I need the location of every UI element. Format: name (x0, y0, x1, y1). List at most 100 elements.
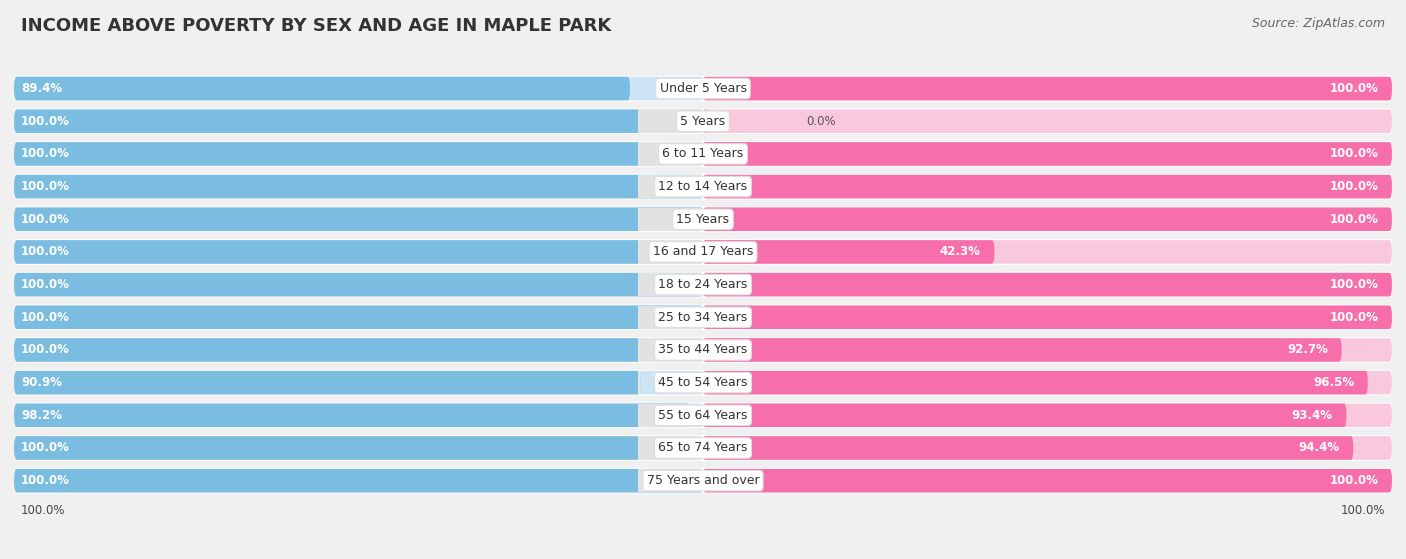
FancyBboxPatch shape (14, 207, 703, 231)
FancyBboxPatch shape (14, 371, 703, 395)
Bar (696, 110, 703, 133)
FancyBboxPatch shape (14, 175, 703, 198)
Text: 35 to 44 Years: 35 to 44 Years (658, 343, 748, 357)
Text: 90.9%: 90.9% (21, 376, 62, 389)
FancyBboxPatch shape (14, 142, 1392, 165)
Text: 100.0%: 100.0% (21, 442, 70, 454)
FancyBboxPatch shape (14, 110, 703, 133)
Bar (637, 273, 703, 296)
FancyBboxPatch shape (703, 175, 1392, 198)
Bar (703, 207, 710, 231)
Text: 98.2%: 98.2% (21, 409, 62, 422)
FancyBboxPatch shape (14, 436, 703, 459)
FancyBboxPatch shape (14, 436, 703, 459)
FancyBboxPatch shape (703, 338, 1392, 362)
Bar (696, 207, 703, 231)
FancyBboxPatch shape (14, 175, 703, 198)
Text: 100.0%: 100.0% (21, 474, 70, 487)
FancyBboxPatch shape (703, 469, 1392, 492)
Bar (696, 371, 703, 395)
FancyBboxPatch shape (14, 469, 1392, 492)
Text: INCOME ABOVE POVERTY BY SEX AND AGE IN MAPLE PARK: INCOME ABOVE POVERTY BY SEX AND AGE IN M… (21, 17, 612, 35)
Bar (703, 306, 710, 329)
Text: 25 to 34 Years: 25 to 34 Years (658, 311, 748, 324)
Bar (696, 436, 703, 459)
Bar (696, 469, 703, 492)
FancyBboxPatch shape (14, 77, 703, 100)
FancyBboxPatch shape (703, 77, 1392, 100)
FancyBboxPatch shape (14, 273, 703, 296)
Text: 100.0%: 100.0% (21, 504, 66, 517)
FancyBboxPatch shape (703, 142, 1392, 165)
Text: 100.0%: 100.0% (21, 278, 70, 291)
Text: 100.0%: 100.0% (1329, 180, 1378, 193)
FancyBboxPatch shape (14, 142, 703, 165)
FancyBboxPatch shape (703, 240, 994, 264)
Text: 16 and 17 Years: 16 and 17 Years (652, 245, 754, 258)
Bar (696, 273, 703, 296)
FancyBboxPatch shape (703, 371, 1368, 395)
Text: 5 Years: 5 Years (681, 115, 725, 128)
Text: 100.0%: 100.0% (1340, 504, 1385, 517)
Bar (637, 436, 703, 459)
FancyBboxPatch shape (703, 142, 1392, 165)
Bar (637, 404, 690, 427)
Bar (696, 273, 703, 296)
FancyBboxPatch shape (14, 404, 703, 427)
FancyBboxPatch shape (14, 306, 703, 329)
Bar (703, 404, 710, 427)
Bar (637, 306, 703, 329)
FancyBboxPatch shape (14, 110, 1392, 133)
Text: 100.0%: 100.0% (21, 180, 70, 193)
FancyBboxPatch shape (14, 371, 640, 395)
FancyBboxPatch shape (14, 207, 703, 231)
FancyBboxPatch shape (703, 404, 1392, 427)
FancyBboxPatch shape (703, 469, 1392, 492)
Bar (637, 240, 703, 264)
Text: 89.4%: 89.4% (21, 82, 62, 95)
Text: 100.0%: 100.0% (21, 311, 70, 324)
Bar (703, 240, 710, 264)
FancyBboxPatch shape (703, 240, 1392, 264)
Bar (696, 240, 703, 264)
Bar (703, 338, 710, 362)
FancyBboxPatch shape (14, 436, 1392, 459)
Text: 92.7%: 92.7% (1286, 343, 1327, 357)
Bar (696, 142, 703, 165)
FancyBboxPatch shape (14, 371, 1392, 395)
Bar (696, 110, 703, 133)
FancyBboxPatch shape (14, 273, 1392, 296)
FancyBboxPatch shape (14, 404, 690, 427)
FancyBboxPatch shape (14, 273, 703, 296)
Text: 6 to 11 Years: 6 to 11 Years (662, 148, 744, 160)
Text: 100.0%: 100.0% (21, 213, 70, 226)
Bar (696, 338, 703, 362)
Bar (696, 207, 703, 231)
Text: 100.0%: 100.0% (1329, 311, 1378, 324)
Text: 100.0%: 100.0% (21, 115, 70, 128)
FancyBboxPatch shape (703, 338, 1341, 362)
FancyBboxPatch shape (703, 306, 1392, 329)
Text: Source: ZipAtlas.com: Source: ZipAtlas.com (1251, 17, 1385, 30)
Text: 100.0%: 100.0% (1329, 148, 1378, 160)
FancyBboxPatch shape (14, 240, 703, 264)
Bar (637, 110, 703, 133)
Text: 100.0%: 100.0% (1329, 474, 1378, 487)
Text: 55 to 64 Years: 55 to 64 Years (658, 409, 748, 422)
FancyBboxPatch shape (14, 207, 1392, 231)
FancyBboxPatch shape (703, 175, 1392, 198)
Text: 18 to 24 Years: 18 to 24 Years (658, 278, 748, 291)
FancyBboxPatch shape (14, 404, 1392, 427)
Bar (637, 175, 703, 198)
FancyBboxPatch shape (703, 404, 1347, 427)
FancyBboxPatch shape (14, 338, 1392, 362)
Bar (696, 306, 703, 329)
Text: 42.3%: 42.3% (939, 245, 980, 258)
Text: 75 Years and over: 75 Years and over (647, 474, 759, 487)
Text: 100.0%: 100.0% (21, 148, 70, 160)
Bar (703, 371, 710, 395)
Bar (637, 371, 640, 395)
Bar (696, 338, 703, 362)
Text: 45 to 54 Years: 45 to 54 Years (658, 376, 748, 389)
FancyBboxPatch shape (703, 110, 1392, 133)
